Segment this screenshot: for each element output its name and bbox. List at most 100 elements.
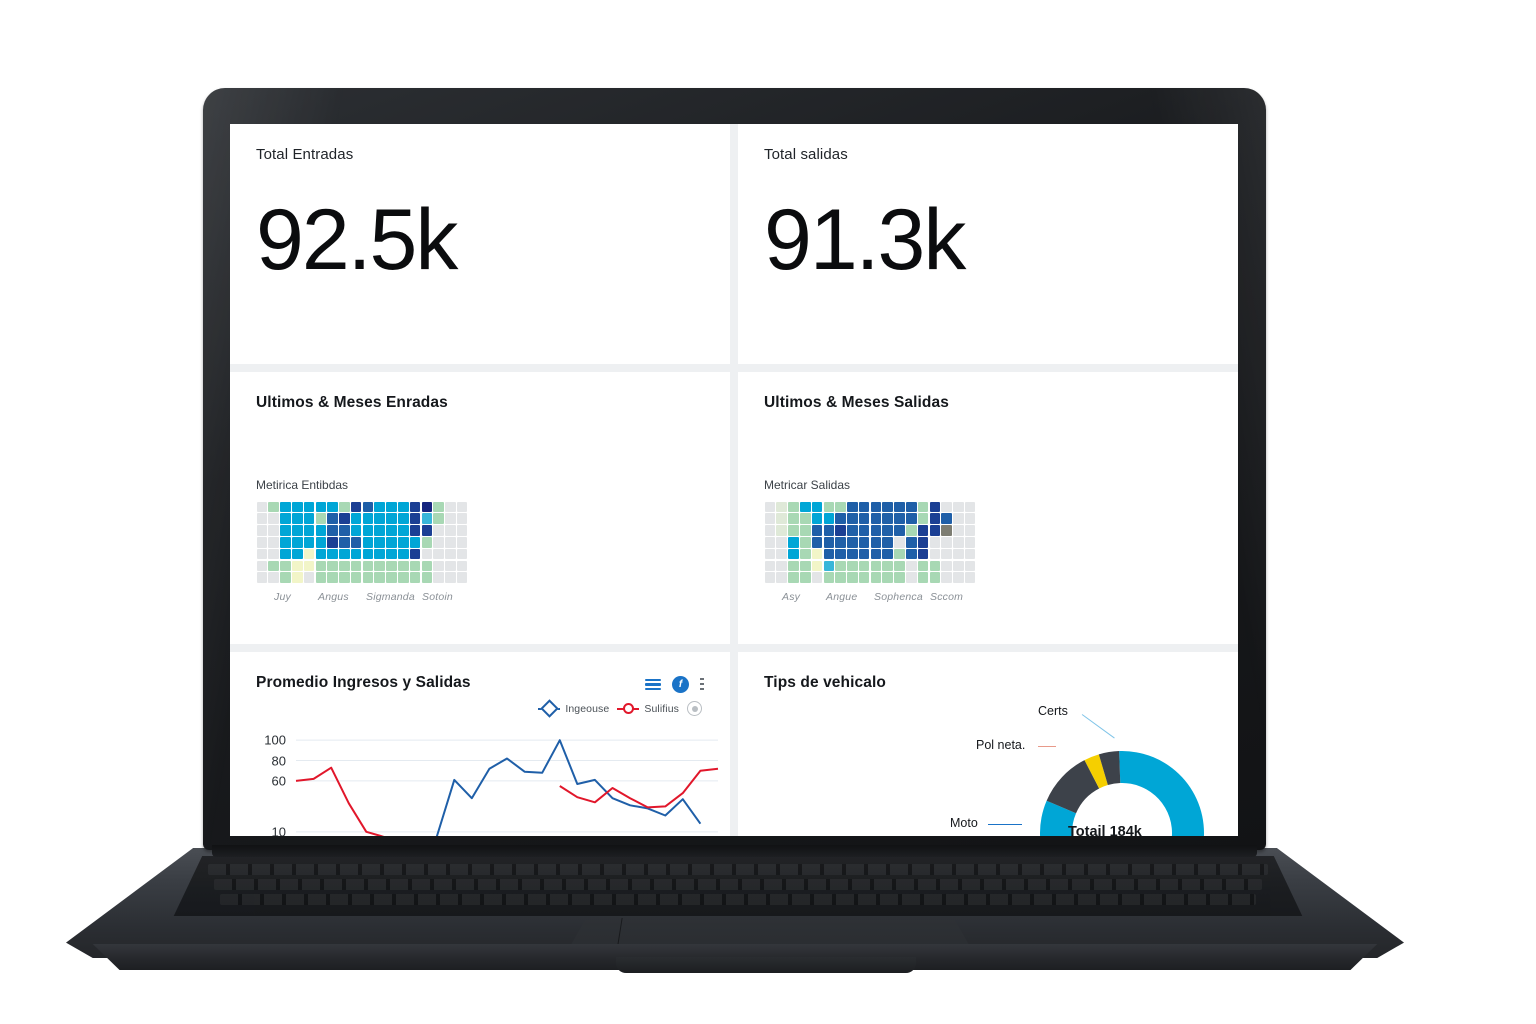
heatmap-cell[interactable] [386, 501, 397, 513]
heatmap-cell[interactable] [409, 560, 421, 572]
heatmap-cell[interactable] [941, 548, 952, 560]
heatmap-cell[interactable] [964, 536, 976, 548]
heatmap-cell[interactable] [858, 572, 870, 583]
heatmap-cell[interactable] [835, 560, 846, 572]
heatmap-cell[interactable] [315, 572, 327, 583]
heatmap-cell[interactable] [882, 513, 893, 524]
heatmap-cell[interactable] [456, 525, 468, 536]
heatmap-cell[interactable] [953, 501, 964, 513]
heatmap-cell[interactable] [823, 536, 835, 548]
heatmap-cell[interactable] [374, 572, 385, 583]
heatmap-cell[interactable] [327, 572, 338, 583]
heatmap-cell[interactable] [291, 560, 303, 572]
heatmap-cell[interactable] [799, 560, 811, 572]
heatmap-cell[interactable] [835, 501, 846, 513]
heatmap-cell[interactable] [256, 513, 268, 524]
heatmap-cell[interactable] [847, 572, 858, 583]
heatmap-cell[interactable] [776, 560, 787, 572]
heatmap-cell[interactable] [953, 536, 964, 548]
heatmap-cell[interactable] [291, 572, 303, 583]
heatmap-cell[interactable] [303, 572, 315, 583]
heatmap-cell[interactable] [397, 536, 409, 548]
heatmap-cell[interactable] [433, 513, 444, 524]
heatmap-cell[interactable] [858, 560, 870, 572]
heatmap-cell[interactable] [811, 525, 823, 536]
heatmap-cell[interactable] [303, 501, 315, 513]
heatmap-cell[interactable] [421, 572, 433, 583]
heatmap-cell[interactable] [941, 501, 952, 513]
heatmap-cell[interactable] [409, 513, 421, 524]
heatmap-cell[interactable] [433, 536, 444, 548]
heatmap-cell[interactable] [776, 513, 787, 524]
heatmap-cell[interactable] [788, 525, 799, 536]
heatmap-cell[interactable] [835, 572, 846, 583]
heatmap-cell[interactable] [917, 536, 929, 548]
heatmap-cell[interactable] [327, 560, 338, 572]
heatmap-cell[interactable] [870, 525, 882, 536]
heatmap-cell[interactable] [362, 501, 374, 513]
heatmap-cell[interactable] [764, 513, 776, 524]
heatmap-cell[interactable] [788, 560, 799, 572]
heatmap-cell[interactable] [350, 513, 362, 524]
heatmap-cell[interactable] [870, 536, 882, 548]
heatmap-cell[interactable] [847, 560, 858, 572]
heatmap-cell[interactable] [433, 572, 444, 583]
heatmap-cell[interactable] [905, 548, 917, 560]
heatmap-cell[interactable] [339, 525, 350, 536]
heatmap-cell[interactable] [847, 513, 858, 524]
heatmap-cell[interactable] [858, 501, 870, 513]
heatmap-cell[interactable] [445, 572, 456, 583]
donut-slice-certs[interactable] [1084, 754, 1108, 789]
heatmap-cell[interactable] [350, 572, 362, 583]
heatmap-cell[interactable] [303, 525, 315, 536]
heatmap-cell[interactable] [788, 548, 799, 560]
heatmap-cell[interactable] [362, 525, 374, 536]
heatmap-cell[interactable] [882, 525, 893, 536]
heatmap-cell[interactable] [764, 525, 776, 536]
heatmap-cell[interactable] [917, 560, 929, 572]
line-series-ingeouse[interactable] [435, 739, 702, 836]
heatmap-cell[interactable] [905, 572, 917, 583]
heatmap-cell[interactable] [409, 548, 421, 560]
heatmap-cell[interactable] [964, 525, 976, 536]
heatmap-cell[interactable] [905, 513, 917, 524]
heatmap-cell[interactable] [456, 513, 468, 524]
donut-slice-other[interactable] [1098, 751, 1121, 786]
heatmap-cell[interactable] [764, 536, 776, 548]
heatmap-cell[interactable] [445, 536, 456, 548]
heatmap-cell[interactable] [799, 572, 811, 583]
record-icon[interactable] [687, 701, 702, 716]
heatmap-cell[interactable] [964, 572, 976, 583]
heatmap-cell[interactable] [268, 572, 279, 583]
card-tips-de-vehicalo[interactable]: Tips de vehicalo Totail 184k Certs Pol net… [738, 652, 1238, 836]
heatmap-cell[interactable] [811, 560, 823, 572]
heatmap-cell[interactable] [811, 548, 823, 560]
heatmap-cell[interactable] [905, 525, 917, 536]
heatmap-cell[interactable] [397, 513, 409, 524]
heatmap-cell[interactable] [882, 560, 893, 572]
heatmap-cell[interactable] [268, 513, 279, 524]
heatmap-cell[interactable] [421, 525, 433, 536]
card-total-salidas[interactable]: Total salidas 91.3k [738, 124, 1238, 364]
heatmap-cell[interactable] [456, 501, 468, 513]
heatmap-cell[interactable] [339, 501, 350, 513]
heatmap-cell[interactable] [799, 548, 811, 560]
card-ultimos-meses-entradas[interactable]: Ultimos & Meses Enradas Metirica Entibda… [230, 372, 730, 644]
heatmap-cell[interactable] [811, 572, 823, 583]
heatmap-cell[interactable] [280, 525, 291, 536]
heatmap-cell[interactable] [397, 572, 409, 583]
heatmap-cell[interactable] [280, 536, 291, 548]
heatmap-cell[interactable] [894, 525, 905, 536]
heatmap-cell[interactable] [268, 501, 279, 513]
heatmap-cell[interactable] [280, 572, 291, 583]
heatmap-cell[interactable] [433, 560, 444, 572]
heatmap-cell[interactable] [339, 572, 350, 583]
heatmap-cell[interactable] [374, 501, 385, 513]
heatmap-cell[interactable] [905, 560, 917, 572]
heatmap-cell[interactable] [303, 513, 315, 524]
heatmap-cell[interactable] [882, 501, 893, 513]
heatmap-cell[interactable] [386, 525, 397, 536]
heatmap-cell[interactable] [409, 572, 421, 583]
heatmap-cell[interactable] [374, 560, 385, 572]
heatmap-cell[interactable] [339, 536, 350, 548]
